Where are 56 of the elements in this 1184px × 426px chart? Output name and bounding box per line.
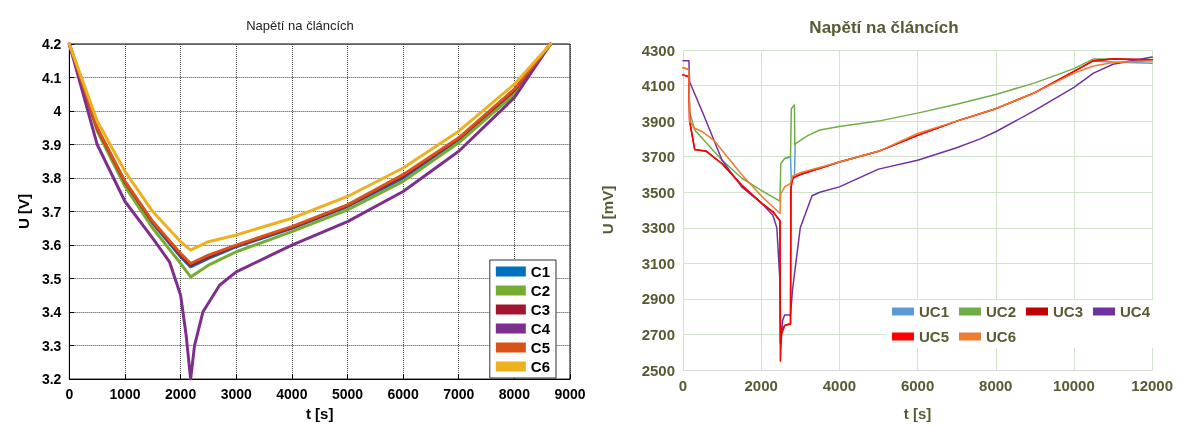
y-tick-label: 3.7 [41,203,62,220]
legend-label: UC5 [918,328,949,345]
y-tick-label: 4.1 [41,69,62,86]
y-tick-label: 3.2 [41,371,62,388]
y-axis-title: U [V] [15,194,32,230]
x-tick-label: 12000 [1131,377,1173,394]
x-axis-title: t [s] [903,405,932,422]
y-tick-label: 2700 [641,325,675,343]
y-tick-label: 3300 [641,219,675,237]
legend-label: C3 [530,301,551,318]
legend-label: UC3 [1052,303,1083,320]
legend-label: UC6 [985,328,1016,345]
y-tick-label: 3.6 [41,237,62,254]
x-tick-label: 1000 [109,386,141,403]
legend-label: C4 [530,320,551,337]
y-tick-label: 3700 [641,148,675,166]
x-tick-label: 8000 [498,386,531,403]
y-tick-label: 3.4 [41,304,62,321]
chart-title: Napětí na článcích [809,18,959,37]
x-tick-label: 4000 [822,377,857,394]
x-tick-label: 9000 [554,386,586,403]
x-tick-label: 6000 [387,386,419,403]
x-tick-label: 3000 [220,386,253,403]
x-tick-label: 10000 [1053,377,1095,394]
y-tick-label: 3500 [641,183,675,201]
y-tick-label: 4 [53,103,62,120]
y-tick-label: 4.2 [41,36,62,52]
y-tick-label: 2500 [641,361,675,379]
legend-label: UC4 [1119,303,1151,320]
y-tick-label: 3.8 [41,170,62,187]
x-tick-label: 2000 [165,386,197,403]
x-axis-title: t [s] [305,405,334,422]
y-tick-label: 3.3 [41,337,62,354]
legend-label: C5 [530,339,551,356]
chart-title: Napětí na článcích [246,18,354,33]
x-tick-label: 6000 [900,377,935,394]
y-tick-label: 3100 [641,254,675,272]
x-tick-label: 8000 [979,377,1013,394]
legend-label: C1 [530,263,551,280]
x-tick-label: 4000 [276,386,308,403]
y-tick-label: 4100 [641,77,675,95]
legend-label: UC2 [985,303,1016,320]
y-tick-label: 3.5 [41,270,62,287]
y-tick-label: 3900 [641,112,675,130]
y-tick-label: 3.9 [41,136,62,153]
x-tick-label: 7000 [443,386,475,403]
x-tick-label: 0 [65,386,74,403]
x-tick-label: 5000 [331,386,364,403]
x-tick-label: 0 [678,377,688,394]
legend-label: UC1 [918,303,949,320]
y-tick-label: 2900 [641,290,675,308]
x-tick-label: 2000 [744,377,778,394]
y-tick-label: 4300 [641,41,675,59]
legend-label: C6 [530,358,551,375]
y-axis-title: U [mV] [599,185,616,235]
legend-label: C2 [530,282,551,299]
